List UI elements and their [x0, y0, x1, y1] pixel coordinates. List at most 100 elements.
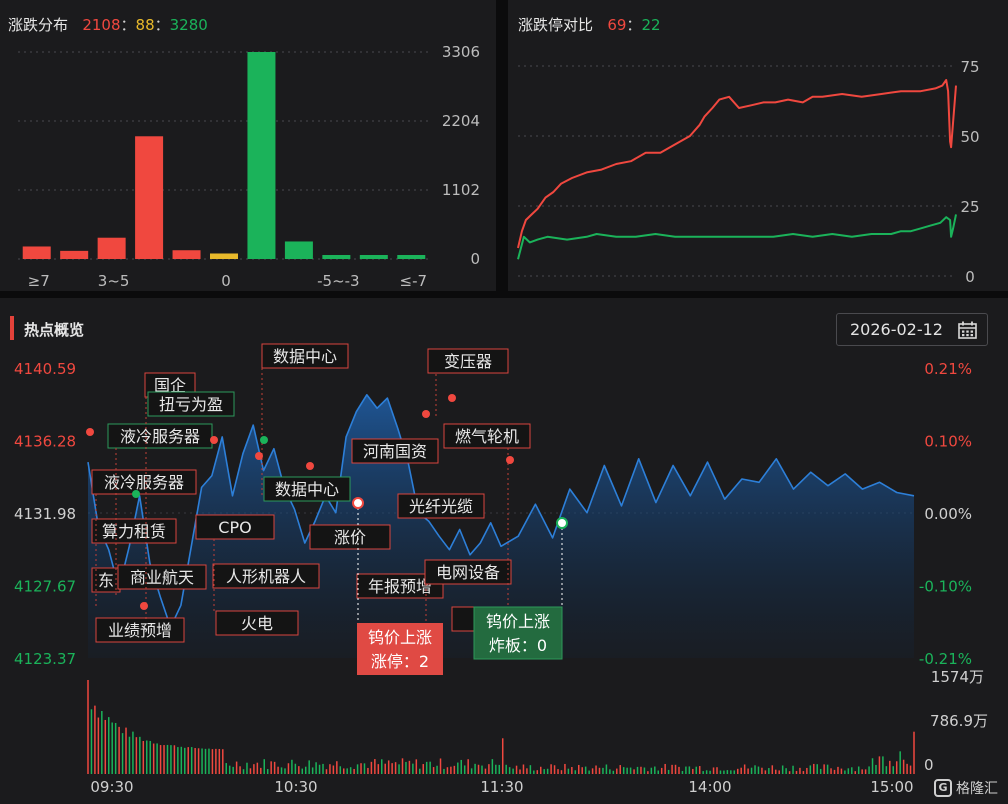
hot-overview-panel: 热点概览 2026-02-12 4140.59 0.21% 4136.28 0.10%…: [0, 298, 1008, 804]
limit-header: 涨跌停对比 69：22: [518, 14, 661, 35]
topic-tag-label: 河南国资: [363, 442, 427, 461]
y-tick-right: -0.21%: [919, 650, 972, 668]
distribution-bar: [60, 250, 89, 259]
annotation-dot: [140, 602, 148, 610]
topic-tag: 算力租赁: [91, 518, 177, 544]
y-tick-label: 0: [965, 268, 975, 286]
y-tick-label: 0: [470, 250, 480, 268]
calendar-icon: [958, 321, 977, 339]
distribution-bar: [284, 241, 313, 259]
topic-tag: CPO: [195, 514, 275, 540]
distribution-bar: [22, 246, 51, 259]
topic-tag-box: [147, 391, 235, 417]
x-tick-label: ≤-7: [400, 272, 428, 290]
distribution-bar: [135, 136, 164, 259]
callout-value: 炸板：0: [489, 636, 547, 655]
title-accent-bar: [10, 316, 14, 340]
topic-tag-box: [107, 423, 213, 449]
topic-tag: 扭亏为盈: [147, 391, 235, 417]
topic-tag-box: [424, 559, 512, 585]
topic-tag-box: [91, 518, 177, 544]
topic-tag: 商业航天: [117, 564, 207, 590]
callout-dot: [556, 517, 568, 529]
distribution-bar-chart: 3306 2204 1102 0 ≥7 3~5 0 -5~-3 ≤-7: [18, 43, 480, 290]
y-tick-left: 4127.67: [14, 578, 76, 596]
topic-tag-label: 液冷服务器: [104, 473, 184, 492]
topic-tag-label: 扭亏为盈: [159, 395, 223, 414]
topic-tag: 光纤光缆: [397, 493, 485, 519]
topic-tag-label: 燃气轮机: [455, 427, 519, 446]
distribution-bar: [172, 250, 201, 259]
topic-tag: 液冷服务器: [107, 423, 213, 449]
x-tick-label: 0: [221, 272, 231, 290]
annotation-dot: [448, 394, 456, 402]
topic-tag-box: [397, 493, 485, 519]
y-tick-right: 0.10%: [924, 433, 972, 451]
topic-tag-box: [215, 610, 299, 636]
topic-tag-box: [91, 469, 197, 495]
topic-tag: 数据中心: [263, 476, 351, 502]
annotation-dot: [86, 428, 94, 436]
distribution-bar: [210, 253, 238, 259]
topic-tag-box: [212, 563, 320, 589]
distribution-bar: [247, 52, 276, 259]
topic-tag-label: 业绩预增: [108, 621, 172, 640]
topic-tag: 东: [91, 567, 121, 593]
distribution-header: 涨跌分布 2108：88：3280: [8, 14, 208, 35]
limit-title: 涨跌停对比: [518, 16, 594, 34]
topic-tag-label: 火电: [241, 614, 273, 633]
topic-tag-box: [261, 343, 349, 369]
topic-tag-label: 涨价: [334, 528, 366, 547]
limit-down-count: 22: [641, 16, 661, 34]
topic-tag: 液冷服务器: [91, 469, 197, 495]
volume-tick: 1574万: [931, 668, 984, 686]
distribution-bar: [397, 255, 426, 259]
index-area: [88, 394, 914, 658]
topic-tag: 电网设备: [424, 559, 512, 585]
y-tick-label: 3306: [442, 43, 480, 61]
y-tick-label: 75: [960, 58, 979, 76]
y-tick-left: 4136.28: [14, 433, 76, 451]
topic-tag: 国企: [144, 372, 196, 398]
date-picker[interactable]: 2026-02-12: [836, 313, 988, 346]
x-tick-label: -5~-3: [317, 272, 359, 290]
colon-separator: ：: [626, 16, 642, 34]
y-tick-left: 4131.98: [14, 505, 76, 523]
topic-tag-box: [91, 567, 121, 593]
brand-logo: G 格隆汇: [934, 778, 998, 798]
limit-up-down-panel: 涨跌停对比 69：22 75 50 25 0: [508, 0, 1008, 291]
x-tick-label: 11:30: [480, 778, 523, 796]
annotation-dot: [422, 410, 430, 418]
annotation-dot: [255, 452, 263, 460]
callout-box-red: [357, 623, 443, 675]
topic-tag: 火电: [215, 610, 299, 636]
topic-tag-box: [443, 423, 531, 449]
colon-separator: ：: [154, 16, 170, 34]
topic-tag: 燃气轮机: [443, 423, 531, 449]
y-tick-right: 0.21%: [924, 360, 972, 378]
y-tick-label: 2204: [442, 112, 480, 130]
topic-tag-label: 国企: [154, 376, 186, 395]
topic-tag-label: 变压器: [444, 352, 492, 371]
y-tick-label: 25: [960, 198, 979, 216]
annotation-dot: [506, 456, 514, 464]
annotation-dot: [260, 436, 268, 444]
flat-count: 88: [135, 16, 155, 34]
topic-tag-label: 数据中心: [275, 480, 339, 499]
distribution-title: 涨跌分布: [8, 16, 69, 34]
topic-tag-label: 人形机器人: [226, 567, 306, 586]
distribution-bar: [322, 255, 351, 259]
limit-up-count: 69: [607, 16, 627, 34]
topic-tag-box: [95, 617, 185, 643]
volume-tick: 0: [924, 756, 934, 774]
topic-tag-box: [263, 476, 351, 502]
callout-box-green: [473, 606, 563, 660]
topic-tag-box: [427, 348, 509, 374]
topic-tag-box: [351, 438, 439, 464]
rise-fall-distribution-panel: 涨跌分布 2108：88：3280 3306 2204 1102 0 ≥7 3~5 0 -5~…: [0, 0, 496, 291]
x-tick-label: 14:00: [688, 778, 731, 796]
topic-tag-label: 液冷服务器: [120, 427, 200, 446]
topic-tag-label: 光纤光缆: [409, 497, 473, 516]
limit-up-line: [517, 79, 957, 249]
topic-tag: 变压器: [427, 348, 509, 374]
